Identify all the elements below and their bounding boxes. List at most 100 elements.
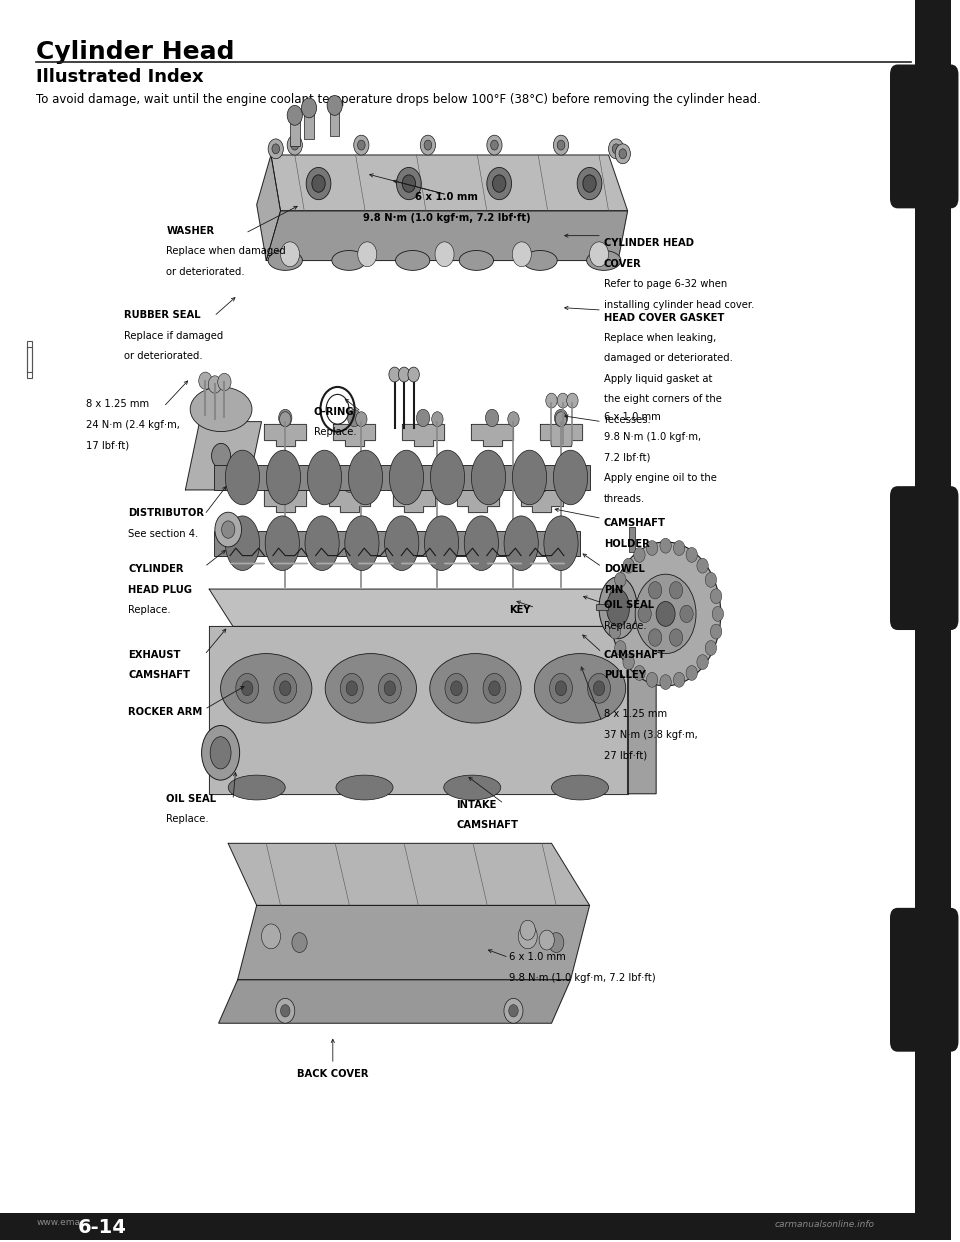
- Circle shape: [279, 681, 291, 696]
- Ellipse shape: [459, 251, 493, 271]
- Text: Apply engine oil to the: Apply engine oil to the: [604, 473, 717, 483]
- Circle shape: [520, 920, 536, 940]
- Text: HEAD COVER GASKET: HEAD COVER GASKET: [604, 313, 724, 323]
- Circle shape: [222, 520, 235, 538]
- Ellipse shape: [430, 653, 521, 723]
- Text: PULLEY: PULLEY: [604, 671, 646, 681]
- Text: Replace if damaged: Replace if damaged: [124, 330, 223, 340]
- Circle shape: [619, 149, 627, 159]
- Bar: [214, 465, 589, 489]
- Circle shape: [611, 542, 721, 686]
- Ellipse shape: [190, 388, 252, 431]
- Bar: [290, 116, 300, 147]
- Ellipse shape: [265, 515, 300, 570]
- Text: 9.8 N·m (1.0 kgf·m, 7.2 lbf·ft): 9.8 N·m (1.0 kgf·m, 7.2 lbf·ft): [509, 972, 656, 982]
- Circle shape: [199, 373, 212, 390]
- Text: 8 x 1.25 mm: 8 x 1.25 mm: [604, 709, 667, 719]
- Circle shape: [432, 412, 444, 427]
- Circle shape: [483, 673, 506, 703]
- Polygon shape: [540, 425, 582, 446]
- Text: carmanualsonline.info: carmanualsonline.info: [775, 1221, 875, 1230]
- Ellipse shape: [513, 450, 546, 504]
- Ellipse shape: [544, 515, 578, 570]
- Circle shape: [268, 139, 283, 159]
- Text: 37 N·m (3.8 kgf·m,: 37 N·m (3.8 kgf·m,: [604, 730, 698, 740]
- Ellipse shape: [348, 450, 383, 504]
- Text: Replace when leaking,: Replace when leaking,: [604, 333, 716, 343]
- Circle shape: [242, 681, 252, 696]
- Ellipse shape: [390, 450, 423, 504]
- Circle shape: [660, 538, 671, 553]
- Text: CAMSHAFT: CAMSHAFT: [604, 518, 666, 528]
- Circle shape: [389, 368, 400, 383]
- Bar: [596, 604, 608, 610]
- Circle shape: [557, 140, 564, 150]
- Ellipse shape: [266, 450, 300, 504]
- Text: threads.: threads.: [604, 493, 645, 503]
- Circle shape: [306, 168, 331, 200]
- Ellipse shape: [465, 515, 498, 570]
- Bar: [214, 530, 580, 555]
- Polygon shape: [238, 905, 589, 980]
- Polygon shape: [402, 425, 444, 446]
- Ellipse shape: [504, 515, 539, 570]
- Circle shape: [706, 641, 716, 656]
- Circle shape: [614, 641, 626, 656]
- Text: BACK COVER: BACK COVER: [297, 1069, 369, 1079]
- Text: 17 lbf·ft): 17 lbf·ft): [85, 440, 129, 451]
- Text: 24 N·m (2.4 kgf·m,: 24 N·m (2.4 kgf·m,: [85, 420, 180, 430]
- Polygon shape: [266, 211, 628, 261]
- Circle shape: [487, 135, 502, 155]
- Polygon shape: [185, 422, 261, 489]
- Ellipse shape: [221, 653, 312, 723]
- Circle shape: [646, 540, 658, 555]
- Ellipse shape: [307, 450, 342, 504]
- Circle shape: [384, 681, 396, 696]
- Polygon shape: [393, 489, 435, 512]
- Text: OIL SEAL: OIL SEAL: [166, 794, 217, 804]
- Circle shape: [555, 412, 566, 427]
- Circle shape: [555, 681, 566, 696]
- Circle shape: [557, 394, 568, 409]
- Circle shape: [588, 673, 611, 703]
- Circle shape: [450, 681, 462, 696]
- Circle shape: [623, 558, 635, 573]
- Circle shape: [343, 474, 356, 492]
- Circle shape: [649, 628, 661, 646]
- Circle shape: [610, 589, 621, 604]
- Text: INTAKE: INTAKE: [456, 800, 496, 810]
- Bar: [27, 348, 33, 379]
- Circle shape: [686, 666, 698, 681]
- Circle shape: [554, 410, 567, 427]
- Circle shape: [509, 1005, 518, 1017]
- Circle shape: [706, 573, 716, 587]
- Circle shape: [312, 175, 325, 193]
- Text: See section 4.: See section 4.: [129, 529, 199, 539]
- Circle shape: [445, 673, 468, 703]
- Circle shape: [553, 135, 568, 155]
- Circle shape: [680, 605, 693, 622]
- Circle shape: [697, 558, 708, 573]
- Polygon shape: [209, 626, 628, 794]
- Circle shape: [549, 673, 572, 703]
- Circle shape: [301, 98, 317, 118]
- FancyBboxPatch shape: [890, 65, 958, 209]
- Polygon shape: [264, 425, 306, 446]
- Circle shape: [623, 655, 635, 669]
- Text: OIL SEAL: OIL SEAL: [604, 600, 654, 610]
- Circle shape: [407, 474, 420, 492]
- Circle shape: [577, 168, 602, 200]
- Circle shape: [279, 412, 291, 427]
- Polygon shape: [228, 843, 589, 905]
- Circle shape: [487, 168, 512, 200]
- Circle shape: [583, 175, 596, 193]
- Circle shape: [656, 601, 675, 626]
- FancyBboxPatch shape: [890, 486, 958, 630]
- Circle shape: [636, 574, 696, 653]
- Text: 9.8 N·m (1.0 kgf·m,: 9.8 N·m (1.0 kgf·m,: [604, 432, 701, 442]
- Text: CAMSHAFT: CAMSHAFT: [604, 650, 666, 660]
- Polygon shape: [628, 589, 656, 794]
- Circle shape: [566, 394, 578, 409]
- Circle shape: [638, 605, 651, 622]
- Circle shape: [396, 168, 421, 200]
